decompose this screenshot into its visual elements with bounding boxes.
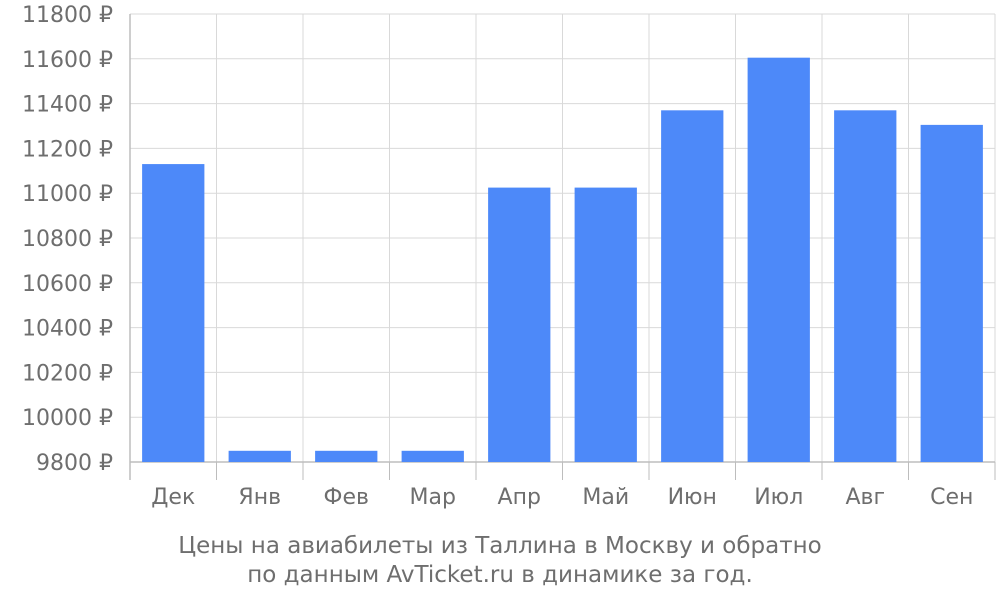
x-tick-label: Июл — [754, 485, 803, 510]
y-tick-label: 10000 ₽ — [22, 406, 113, 431]
x-tick-label: Авг — [845, 485, 885, 510]
y-tick-label: 10400 ₽ — [22, 317, 113, 342]
chart-caption-line-2: по данным AvTicket.ru в динамике за год. — [247, 562, 753, 588]
bar-Июл — [747, 57, 810, 463]
x-tick-label: Фев — [324, 485, 369, 510]
x-tick-label: Апр — [498, 485, 541, 510]
x-tick-label: Дек — [151, 485, 195, 510]
bar-Фев — [315, 450, 378, 462]
chart-caption-line-1: Цены на авиабилеты из Таллина в Москву и… — [178, 533, 822, 559]
bar-Апр — [488, 187, 551, 462]
bar-Май — [574, 187, 637, 462]
x-tick-label: Май — [582, 485, 629, 510]
x-tick-label: Янв — [238, 485, 281, 510]
bar-Июн — [661, 110, 724, 462]
y-tick-label: 11800 ₽ — [22, 3, 113, 28]
x-tick-label: Июн — [668, 485, 717, 510]
bar-Мар — [401, 450, 464, 462]
y-tick-label: 9800 ₽ — [36, 451, 113, 476]
y-tick-label: 11400 ₽ — [22, 93, 113, 118]
bar-Сен — [920, 124, 983, 462]
bar-Авг — [834, 110, 897, 462]
x-tick-label: Мар — [410, 485, 456, 510]
y-tick-label: 11600 ₽ — [22, 48, 113, 73]
x-tick-label: Сен — [930, 485, 973, 510]
y-tick-label: 10800 ₽ — [22, 227, 113, 252]
y-tick-label: 10200 ₽ — [22, 361, 113, 386]
y-tick-label: 11200 ₽ — [22, 137, 113, 162]
bar-Янв — [228, 450, 291, 462]
bar-Дек — [142, 164, 205, 462]
y-tick-label: 10600 ₽ — [22, 272, 113, 297]
y-tick-label: 11000 ₽ — [22, 182, 113, 207]
